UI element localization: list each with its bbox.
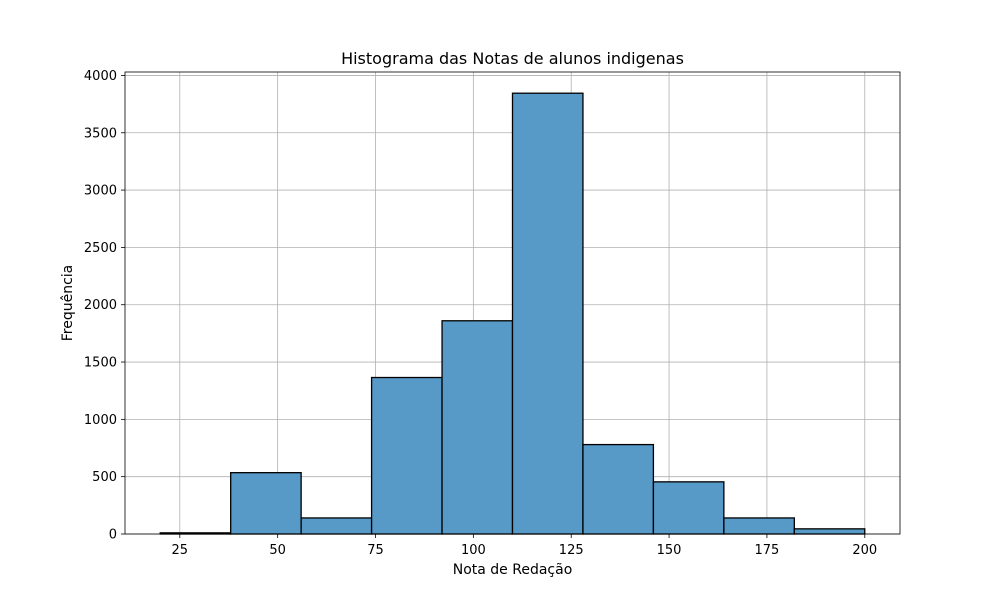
histogram-bar (723, 517, 795, 535)
axis-ticks: 25 50 75 100 125 150 175 2000500100015002000250… (84, 69, 877, 558)
x-tick-label: 175 (755, 543, 780, 558)
chart-title: Histograma das Notas de alunos indigenas (341, 49, 684, 68)
x-tick-label: 50 (269, 543, 286, 558)
y-tick-label: 3500 (84, 126, 117, 141)
histogram-bar (441, 320, 514, 535)
plot-frame (124, 71, 901, 535)
histogram-bar (511, 92, 584, 535)
y-tick-label: 500 (92, 470, 117, 485)
x-tick-label: 75 (367, 543, 384, 558)
x-tick-label: 150 (657, 543, 682, 558)
histogram-bar (582, 443, 655, 535)
y-tick-label: 2500 (84, 241, 117, 256)
x-tick-label: 100 (461, 543, 486, 558)
histogram-bar (652, 481, 725, 535)
y-tick-label: 3000 (84, 184, 117, 199)
histogram-bar (370, 376, 443, 535)
y-tick-label: 0 (109, 528, 117, 543)
x-tick-label: 25 (172, 543, 189, 558)
y-tick-label: 1000 (84, 413, 117, 428)
y-axis-label: Frequência (60, 265, 76, 342)
histogram-bar (230, 472, 302, 535)
y-tick-label: 2000 (84, 298, 117, 313)
histogram-bar (300, 517, 373, 535)
y-tick-label: 4000 (84, 69, 117, 84)
y-tick-label: 1500 (84, 356, 117, 371)
histogram-bars (159, 92, 866, 535)
x-axis-label: Nota de Redação (453, 562, 573, 578)
x-tick-label: 125 (559, 543, 584, 558)
histogram-bar (793, 528, 866, 535)
x-tick-label: 200 (852, 543, 877, 558)
